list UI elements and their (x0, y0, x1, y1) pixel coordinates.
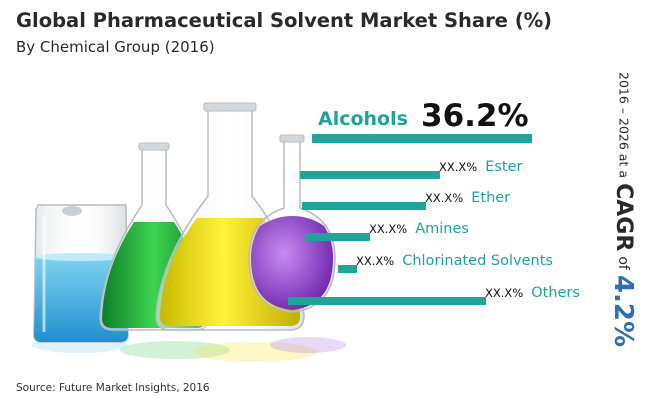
value-label-others: XX.X% (485, 286, 523, 300)
value-label-amines: XX.X% (369, 222, 407, 236)
cagr-note: 2016 – 2026 at a CAGR of 4.2% (608, 72, 638, 362)
bar-amines (305, 233, 370, 241)
value-label-ether: XX.X% (425, 191, 463, 205)
bar-alcohols (312, 134, 532, 143)
laboratory-glassware-image (32, 102, 346, 362)
bar-ether (302, 202, 426, 210)
chart-title: Global Pharmaceutical Solvent Market Sha… (16, 9, 553, 32)
cagr-of: of (615, 256, 631, 270)
source-note: Source: Future Market Insights, 2016 (16, 382, 210, 394)
bar-group (288, 134, 532, 305)
bar-chlorinated-solvents (338, 265, 357, 273)
category-label-alcohols: Alcohols (318, 108, 408, 130)
value-label-chlorinated-solvents: XX.X% (356, 254, 394, 268)
value-label-alcohols: 36.2% (421, 98, 529, 134)
value-label-ester: XX.X% (439, 160, 477, 174)
bar-ester (300, 171, 440, 179)
chart-subtitle: By Chemical Group (2016) (16, 38, 215, 56)
category-label-others: Others (531, 285, 580, 301)
cagr-value: 4.2% (608, 274, 638, 348)
category-label-amines: Amines (415, 221, 469, 237)
cagr-label: CAGR (611, 183, 636, 252)
category-label-chlorinated-solvents: Chlorinated Solvents (402, 253, 553, 269)
bar-label-group: Alcohols 36.2% XX.X% Ester XX.X% Ether XX.X% Am… (318, 98, 580, 301)
category-label-ether: Ether (471, 190, 510, 206)
category-label-ester: Ester (485, 159, 522, 175)
bar-others (288, 297, 486, 305)
cagr-years: 2016 – 2026 at a (616, 72, 632, 178)
